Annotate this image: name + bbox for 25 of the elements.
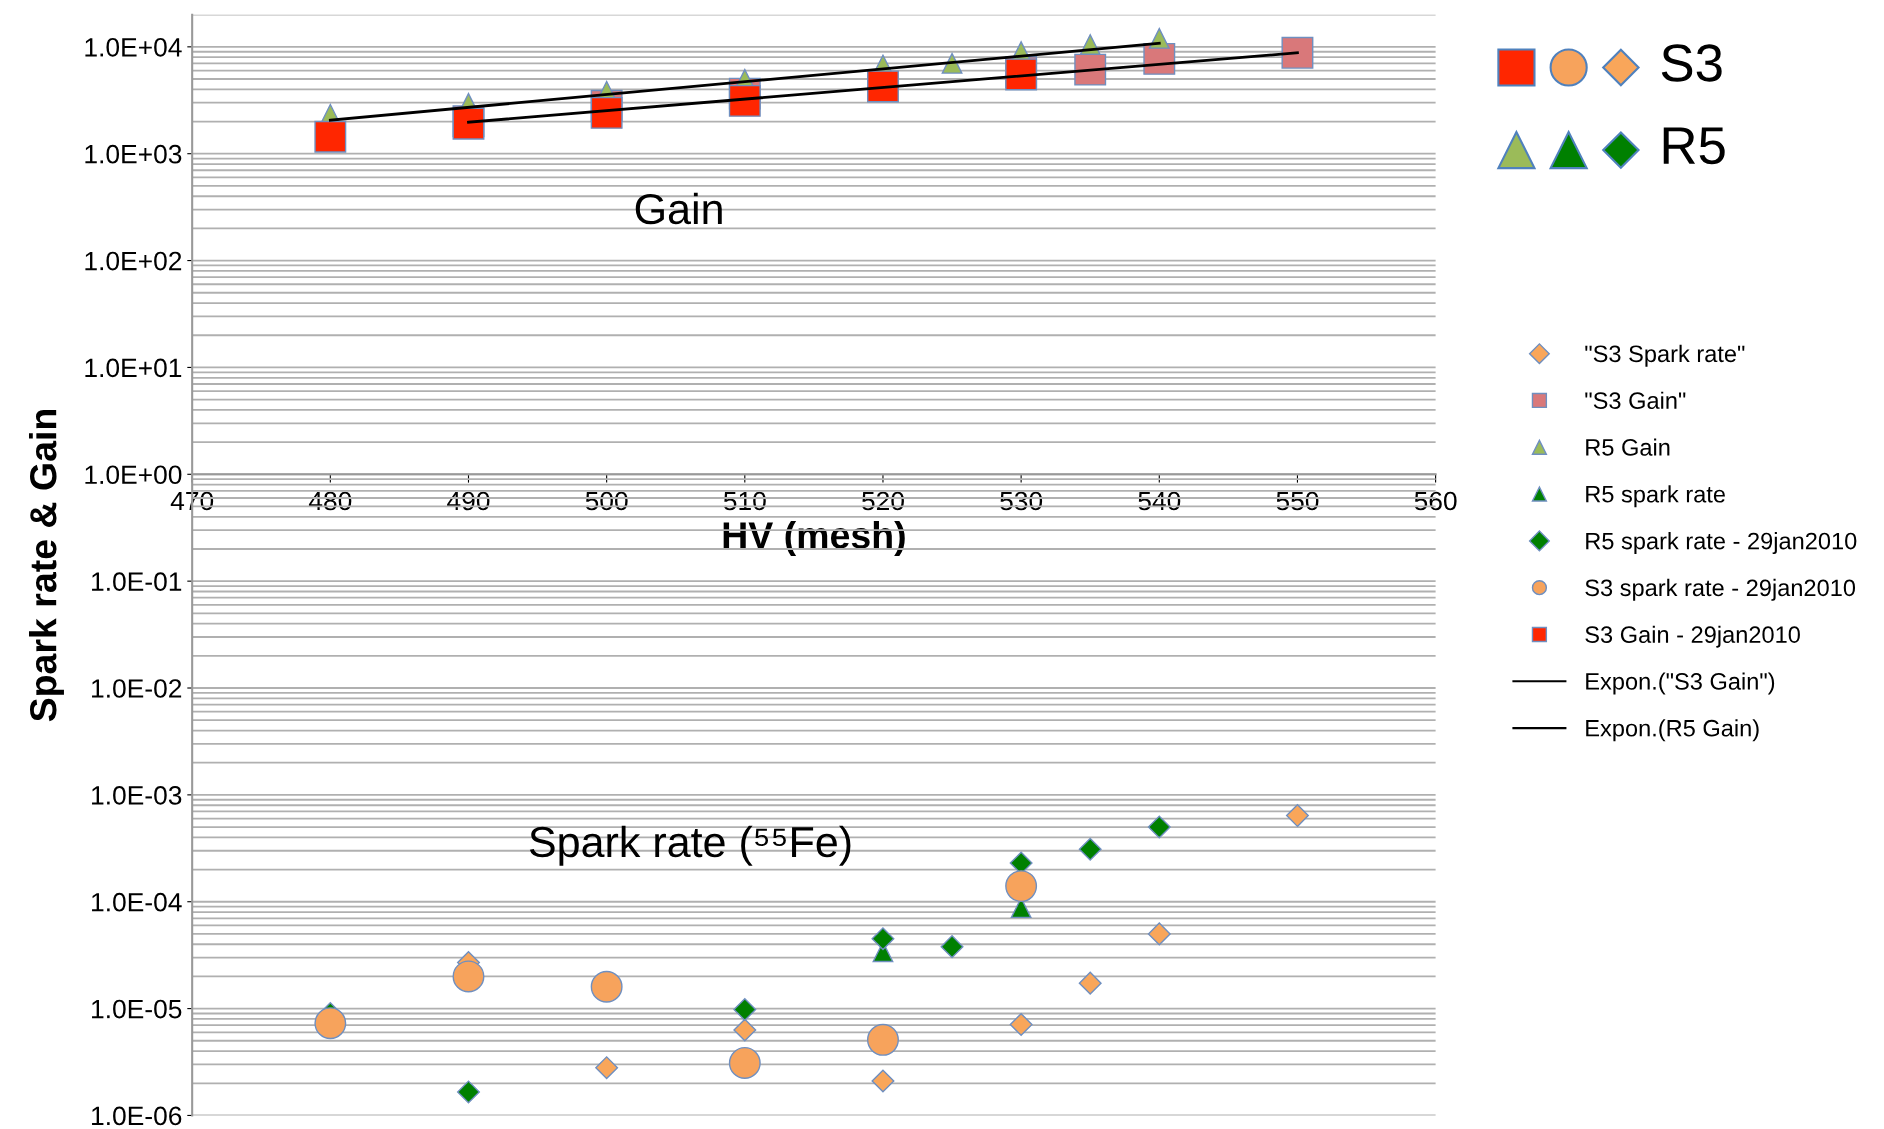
y-tick-label: 1.0E+00 (85, 465, 182, 485)
y-tick-label: 1.0E-05 (92, 999, 182, 1019)
legend-label: Expon.("S3 Gain") (1586, 672, 1775, 695)
legend-label: Expon.(R5 Gain) (1586, 719, 1759, 742)
y-axis-title: Spark rate & Gain (29, 410, 64, 722)
text: R5 (1663, 127, 1725, 165)
text: S3 (1661, 44, 1722, 82)
legend-label: S3 Gain - 29jan2010 (1585, 625, 1800, 648)
legend-label: R5 Gain (1586, 438, 1670, 456)
legend-label: "S3 Spark rate" (1585, 344, 1745, 367)
y-tick-label: 1.0E+03 (85, 144, 182, 164)
legend-label: R5 spark rate - 29jan2010 (1586, 532, 1857, 555)
annotation: Gain (635, 192, 722, 225)
y-tick-label: 1.0E-04 (92, 892, 182, 912)
y-tick-label: 1.0E-02 (92, 679, 182, 698)
y-tick-label: 1.0E-01 (92, 572, 182, 591)
y-tick-label: 1.0E+02 (85, 251, 182, 271)
y-tick-label: 1.0E+04 (85, 37, 182, 57)
legend-label: S3 spark rate - 29jan2010 (1585, 578, 1856, 601)
y-tick-label: 1.0E-06 (92, 1106, 182, 1126)
y-tick-label: 1.0E+01 (85, 358, 182, 378)
annotation: Spark rate (⁵⁵Fe) (529, 825, 851, 866)
y-tick-label: 1.0E-03 (92, 786, 182, 805)
legend-label: "S3 Gain" (1585, 391, 1686, 409)
legend-label: R5 spark rate (1586, 485, 1725, 508)
